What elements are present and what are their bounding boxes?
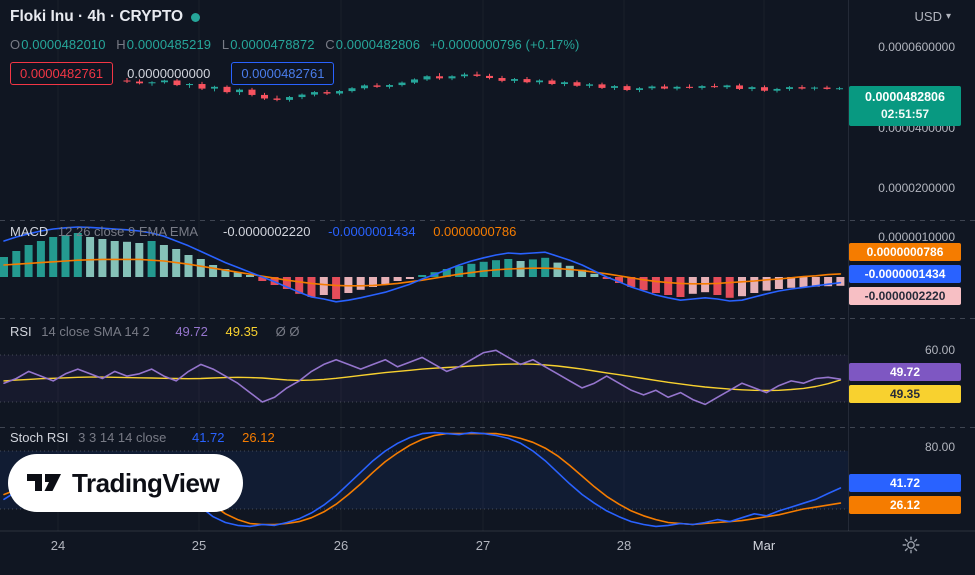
open-label: O [10,37,21,52]
settings-gear-icon[interactable] [902,536,920,559]
rsi-extra-value: Ø Ø [275,324,300,339]
tradingview-logo-text: TradingView [72,467,220,498]
stoch-k-value: 41.72 [191,430,225,445]
currency-selector[interactable]: USD ▾ [915,9,951,24]
high-value: 0.0000485219 [126,37,212,52]
time-axis-label: 26 [333,538,349,553]
rsi-sma-value: 49.35 [225,324,259,339]
stoch-pane-header: Stoch RSI 3 3 14 14 close 41.72 26.12 [10,430,275,445]
change-value: +0.0000000796 (+0.17%) [429,37,580,52]
tradingview-logo[interactable]: TradingView [8,454,244,512]
rsi-params: 14 close SMA 14 2 [41,324,150,339]
low-value: 0.0000478872 [230,37,315,52]
macd-axis-label: 0.0000010000 [878,230,955,244]
currency-label: USD [914,9,942,24]
chevron-down-icon: ▾ [945,11,951,22]
macd-title: MACD [10,224,49,239]
rsi-value-badge: 49.72 [849,363,961,381]
stoch-title: Stoch RSI [10,430,69,445]
macd-hist-value: -0.0000002220 [223,224,311,239]
rsi-pane-header: RSI 14 close SMA 14 2 49.72 49.35 Ø Ø [10,324,300,339]
tradingview-logo-mark-icon [26,469,62,497]
market-status-icon [191,12,201,22]
low-label: L [221,37,230,52]
symbol-title: Floki Inu · 4h · CRYPTO [10,8,184,25]
close-label: C [325,37,335,52]
rsi-value: 49.72 [175,324,208,339]
rsi-value-badge: 49.35 [849,385,961,403]
price-axis-label: 0.0000200000 [878,181,955,195]
macd-value-badge: 0.0000000786 [849,243,961,261]
stoch-value-badge: 41.72 [849,474,961,492]
macd-pane-header: MACD 12 26 close 9 EMA EMA -0.0000002220… [10,224,516,239]
time-axis-label: Mar [752,538,776,553]
macd-signal-value: 0.0000000786 [433,224,517,239]
stoch-value-badge: 26.12 [849,496,961,514]
stoch-d-value: 26.12 [242,430,275,445]
macd-params: 12 26 close 9 EMA EMA [57,224,198,239]
bar-countdown: 02:51:57 [880,107,930,121]
stoch-params: 3 3 14 14 close [78,430,167,445]
alert-price-tags: 0.0000482761 0.0000000000 0.0000482761 [10,62,346,85]
rsi-axis-label: 60.00 [924,343,955,357]
time-axis-label: 28 [616,538,632,553]
price-axis-label: 0.0000600000 [878,40,955,54]
alert-price-tag-red[interactable]: 0.0000482761 [10,62,114,85]
last-price-value: 0.0000482806 [865,90,945,104]
macd-line-value: -0.0000001434 [328,224,416,239]
macd-value-badge: -0.0000001434 [849,265,961,283]
symbol-title-row: Floki Inu · 4h · CRYPTO [10,8,201,26]
price-tag-zero: 0.0000000000 [127,66,211,81]
close-value: 0.0000482806 [335,37,421,52]
macd-value-badge: -0.0000002220 [849,287,961,305]
time-axis-label: 27 [475,538,491,553]
ohlc-row: O0.0000482010 H0.0000485219 L0.000047887… [10,37,579,52]
time-axis-label: 24 [50,538,66,553]
alert-price-tag-blue[interactable]: 0.0000482761 [231,62,335,85]
open-value: 0.0000482010 [21,37,106,52]
high-label: H [116,37,126,52]
time-axis-label: 25 [191,538,207,553]
rsi-title: RSI [10,324,32,339]
last-price-badge: 0.0000482806 02:51:57 [849,86,961,126]
stoch-axis-label: 80.00 [924,440,955,454]
